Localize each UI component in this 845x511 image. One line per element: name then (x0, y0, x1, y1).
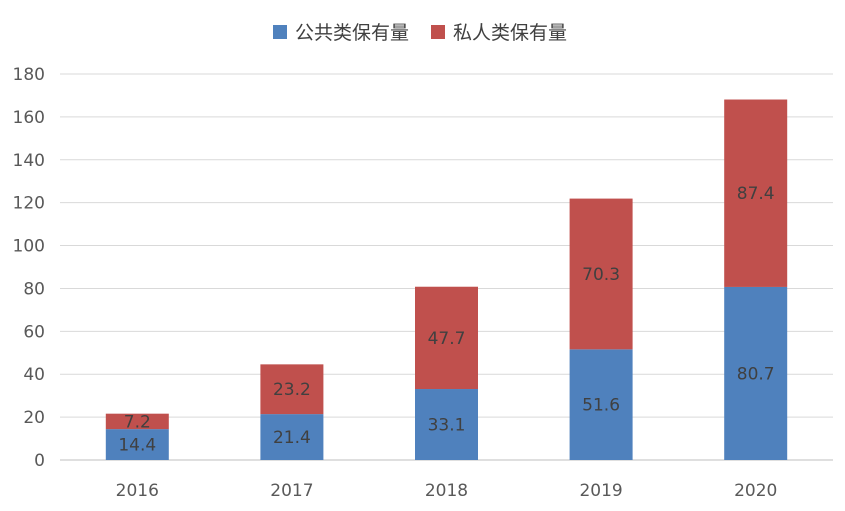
data-label: 21.4 (273, 428, 311, 448)
bar-public-2018 (415, 389, 478, 460)
bar-public-2020 (724, 286, 788, 460)
x-axis-ticks: 2016 2017 2018 2019 2020 (116, 481, 778, 501)
x-tick-label: 2017 (270, 481, 313, 501)
y-tick-label: 100 (13, 237, 45, 257)
data-label: 7.2 (124, 412, 151, 432)
bar-private-2018 (415, 286, 478, 390)
bars (105, 99, 788, 460)
bar-private-2019 (569, 198, 633, 350)
y-tick-label: 180 (13, 65, 45, 85)
legend: 公共类保有量 私人类保有量 (273, 22, 567, 44)
legend-label: 公共类保有量 (295, 22, 409, 44)
x-tick-label: 2018 (425, 481, 468, 501)
x-tick-label: 2016 (116, 481, 159, 501)
y-tick-label: 20 (23, 408, 45, 428)
legend-label: 私人类保有量 (453, 22, 567, 44)
data-label: 70.3 (582, 265, 620, 285)
data-label: 14.4 (118, 436, 156, 456)
y-tick-label: 140 (13, 151, 45, 171)
bar-private-2016 (105, 413, 169, 430)
y-tick-label: 120 (13, 194, 45, 214)
bar-public-2016 (105, 429, 169, 460)
legend-swatch (431, 25, 445, 39)
data-label: 23.2 (273, 380, 311, 400)
y-tick-label: 40 (23, 365, 45, 385)
y-tick-label: 160 (13, 108, 45, 128)
data-label: 47.7 (428, 329, 466, 349)
x-tick-label: 2019 (579, 481, 622, 501)
data-label: 87.4 (737, 184, 775, 204)
bar-public-2017 (260, 414, 324, 460)
y-tick-label: 80 (23, 279, 45, 299)
data-label: 51.6 (582, 396, 620, 416)
y-tick-label: 0 (34, 451, 45, 471)
bar-public-2019 (569, 349, 633, 460)
x-tick-label: 2020 (734, 481, 777, 501)
y-tick-label: 60 (23, 322, 45, 342)
bar-private-2020 (724, 99, 788, 287)
y-axis-ticks: 0 20 40 60 80 100 120 140 160 180 (13, 65, 45, 471)
data-labels: 14.4 7.2 21.4 23.2 33.1 47.7 51.6 70.3 80.7 87.4 (118, 184, 774, 455)
legend-swatch (273, 25, 287, 39)
data-label: 33.1 (428, 416, 466, 436)
bar-private-2017 (260, 364, 324, 415)
data-label: 80.7 (737, 364, 775, 384)
